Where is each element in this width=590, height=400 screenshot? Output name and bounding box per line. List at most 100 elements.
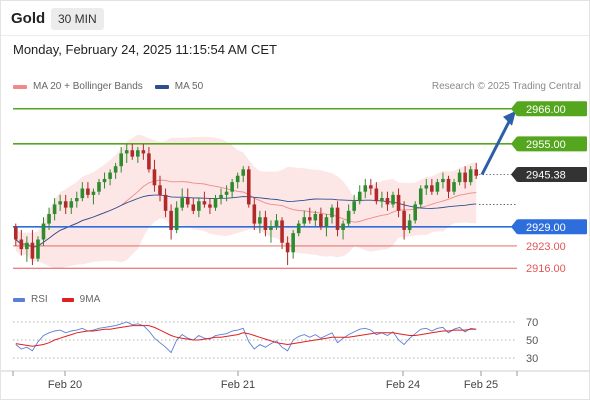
legend-bb-label: MA 20 + Bollinger Bands <box>33 81 143 92</box>
level-label-support: 2923.00 <box>526 241 566 253</box>
legend-rsi-label: RSI <box>31 294 48 305</box>
level-tag-resistance <box>517 101 587 117</box>
candle-body <box>435 182 440 192</box>
candle-body <box>174 207 179 230</box>
level-tag-resistance <box>517 136 587 152</box>
rsi-line <box>15 321 477 354</box>
candle-body <box>208 204 212 208</box>
legend-item-ma50: MA 50 <box>154 81 203 92</box>
candle-body <box>346 210 351 224</box>
candle-body <box>307 217 312 221</box>
price-legend: MA 20 + Bollinger Bands MA 50 <box>13 81 215 92</box>
candle-body <box>213 198 218 208</box>
candle-body <box>86 188 90 195</box>
candle-body <box>263 217 268 230</box>
candle-body <box>180 198 185 208</box>
candle-body <box>136 150 140 157</box>
candle-body <box>330 207 334 218</box>
candle-body <box>13 226 18 240</box>
level-label-pivot: 2929.00 <box>526 222 566 234</box>
candle-body <box>363 185 368 192</box>
candle-body <box>463 172 467 183</box>
legend-item-rsi: RSI <box>13 294 48 305</box>
x-axis-label: Feb 25 <box>464 379 498 391</box>
candle-body <box>169 210 173 230</box>
rsi-tick-label: 30 <box>526 353 538 365</box>
candle-body <box>357 191 362 202</box>
candle-body <box>352 201 356 211</box>
x-axis-label: Feb 24 <box>386 379 420 391</box>
bb-swatch-icon <box>13 84 27 89</box>
timestamp: Monday, February 24, 2025 11:15:54 AM CE… <box>13 42 277 57</box>
rsi-tick-label: 70 <box>526 317 538 329</box>
candle-body <box>285 242 290 253</box>
candle-body <box>396 194 401 211</box>
candle-body <box>202 201 207 205</box>
candle-body <box>224 191 229 195</box>
candle-body <box>296 223 301 234</box>
candle-body <box>197 201 201 211</box>
candle-body <box>102 178 107 183</box>
candle-body <box>91 191 96 195</box>
candle-body <box>124 150 129 154</box>
candle-body <box>19 239 24 250</box>
candle-body <box>385 198 390 205</box>
candle-body <box>413 204 418 221</box>
candle-body <box>235 175 240 183</box>
level-label-current: 2945.38 <box>526 170 566 182</box>
candle-body <box>302 217 307 224</box>
level-tag-pointer-icon <box>511 136 517 152</box>
forecast-arrow-shaft <box>480 119 512 176</box>
candle-body <box>246 169 251 205</box>
candle-body <box>147 153 151 170</box>
candle-body <box>258 217 262 224</box>
candle-body <box>474 169 479 176</box>
candle-body <box>446 178 451 192</box>
legend-item-ma9: 9MA <box>61 294 101 305</box>
candle-body <box>219 194 223 199</box>
forecast-arrow-head-icon <box>503 110 516 126</box>
candle-body <box>402 210 406 230</box>
candle-body <box>30 242 35 259</box>
candle-body <box>441 178 445 183</box>
x-axis-label: Feb 21 <box>221 379 255 391</box>
candle-body <box>291 233 295 253</box>
candle-body <box>424 185 429 189</box>
candle-body <box>335 207 340 230</box>
candle-body <box>69 201 74 208</box>
candle-body <box>41 223 46 240</box>
candle-body <box>152 169 157 186</box>
timeframe-button[interactable]: 30 MIN <box>51 8 104 30</box>
candle-body <box>452 182 456 192</box>
candle-body <box>407 220 412 230</box>
level-tag-current <box>517 167 587 183</box>
candle-body <box>457 172 462 183</box>
candle-body <box>158 185 162 195</box>
level-label-resistance: 2955.00 <box>526 139 566 151</box>
candle-body <box>163 194 168 211</box>
bollinger-band-area <box>15 134 477 269</box>
candle-body <box>97 182 101 192</box>
candle-body <box>313 214 318 221</box>
candle-body <box>113 166 118 173</box>
level-tag-pointer-icon <box>511 167 517 183</box>
candle-body <box>185 198 190 205</box>
candle-body <box>252 204 257 224</box>
candle-body <box>374 188 379 202</box>
candle-body <box>119 153 123 167</box>
candle-body <box>58 201 62 205</box>
level-label-resistance: 2966.00 <box>526 104 566 116</box>
candle-body <box>108 172 112 179</box>
level-label-support: 2916.00 <box>526 263 566 275</box>
chart-header: Gold 30 MIN <box>1 1 589 36</box>
x-axis-label: Feb 20 <box>48 379 82 391</box>
level-tag-pointer-icon <box>511 219 517 235</box>
rsi-tick-label: 50 <box>526 335 538 347</box>
candle-body <box>468 169 473 183</box>
legend-ma9-label: 9MA <box>79 294 101 305</box>
candle-body <box>418 188 423 205</box>
rsi-legend: RSI 9MA <box>13 294 114 305</box>
legend-item-bb: MA 20 + Bollinger Bands <box>13 81 143 92</box>
candle-body <box>80 188 85 199</box>
